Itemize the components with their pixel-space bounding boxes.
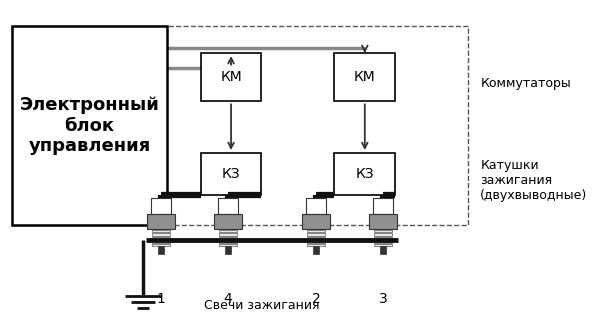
Bar <box>219 244 237 246</box>
Bar <box>214 214 242 229</box>
Bar <box>152 237 170 239</box>
Bar <box>374 240 392 243</box>
Bar <box>374 230 392 232</box>
Bar <box>380 246 386 254</box>
Bar <box>158 246 164 254</box>
Bar <box>369 214 397 229</box>
Bar <box>302 214 330 229</box>
Bar <box>12 26 167 225</box>
Bar <box>201 53 261 101</box>
Bar <box>225 246 231 254</box>
Bar <box>219 230 237 232</box>
Bar <box>147 214 175 229</box>
Bar <box>218 198 238 214</box>
Bar <box>374 244 392 246</box>
Bar <box>334 153 395 195</box>
Bar <box>201 153 261 195</box>
Bar <box>313 246 319 254</box>
Text: Коммутаторы: Коммутаторы <box>480 77 571 90</box>
Bar <box>374 237 392 239</box>
Bar <box>152 233 170 236</box>
Text: КЗ: КЗ <box>222 167 240 181</box>
Bar <box>307 244 325 246</box>
Bar <box>152 230 170 232</box>
Bar <box>307 230 325 232</box>
Text: Электронный
блок
управления: Электронный блок управления <box>19 96 160 156</box>
Bar <box>12 26 468 225</box>
Text: КЗ: КЗ <box>356 167 374 181</box>
Text: 2: 2 <box>312 292 320 307</box>
Text: Свечи зажигания: Свечи зажигания <box>204 299 319 312</box>
Bar <box>373 198 393 214</box>
Text: 4: 4 <box>224 292 232 307</box>
Bar <box>307 240 325 243</box>
Bar <box>219 237 237 239</box>
Bar <box>374 233 392 236</box>
Text: КМ: КМ <box>220 70 242 84</box>
Bar <box>307 237 325 239</box>
Text: Катушки
зажигания
(двухвыводные): Катушки зажигания (двухвыводные) <box>480 159 587 202</box>
Bar <box>306 198 326 214</box>
Bar <box>307 233 325 236</box>
Text: 3: 3 <box>379 292 387 307</box>
Bar <box>334 53 395 101</box>
Text: КМ: КМ <box>354 70 376 84</box>
Bar <box>219 240 237 243</box>
Text: 1: 1 <box>157 292 165 307</box>
Bar <box>219 233 237 236</box>
Bar <box>151 198 171 214</box>
Bar <box>152 244 170 246</box>
Bar <box>152 240 170 243</box>
